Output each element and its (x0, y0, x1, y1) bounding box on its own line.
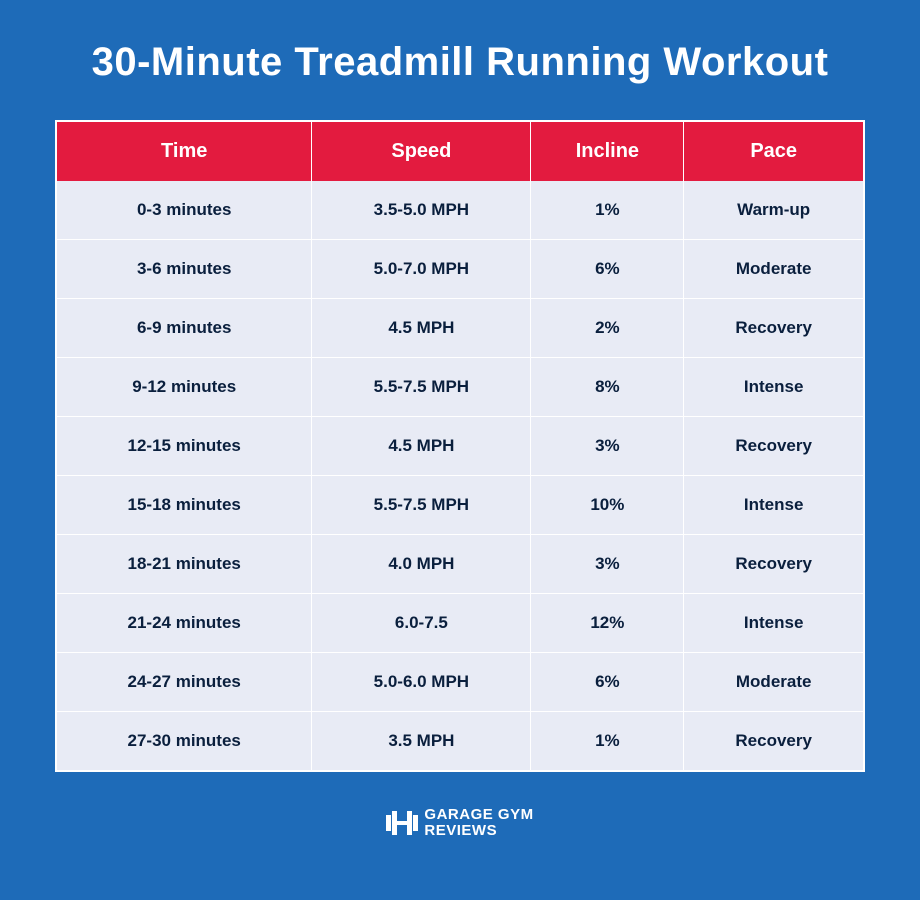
cell-pace: Recovery (684, 417, 863, 476)
cell-speed: 5.5-7.5 MPH (312, 476, 531, 535)
cell-pace: Recovery (684, 712, 863, 771)
cell-speed: 5.5-7.5 MPH (312, 358, 531, 417)
cell-time: 3-6 minutes (57, 240, 312, 299)
cell-incline: 1% (531, 712, 684, 771)
cell-time: 27-30 minutes (57, 712, 312, 771)
cell-speed: 4.5 MPH (312, 417, 531, 476)
table-row: 24-27 minutes 5.0-6.0 MPH 6% Moderate (57, 653, 863, 712)
table-header-time: Time (57, 122, 312, 181)
cell-speed: 4.5 MPH (312, 299, 531, 358)
cell-incline: 1% (531, 181, 684, 240)
cell-pace: Moderate (684, 240, 863, 299)
cell-incline: 6% (531, 240, 684, 299)
cell-pace: Intense (684, 594, 863, 653)
workout-table-container: Time Speed Incline Pace 0-3 minutes 3.5-… (55, 120, 865, 772)
cell-time: 12-15 minutes (57, 417, 312, 476)
table-header-pace: Pace (684, 122, 863, 181)
table-row: 9-12 minutes 5.5-7.5 MPH 8% Intense (57, 358, 863, 417)
cell-time: 24-27 minutes (57, 653, 312, 712)
table-row: 15-18 minutes 5.5-7.5 MPH 10% Intense (57, 476, 863, 535)
cell-incline: 3% (531, 417, 684, 476)
table-row: 21-24 minutes 6.0-7.5 12% Intense (57, 594, 863, 653)
cell-pace: Recovery (684, 299, 863, 358)
brand-line1: GARAGE GYM (424, 807, 533, 823)
table-header-speed: Speed (312, 122, 531, 181)
cell-speed: 6.0-7.5 (312, 594, 531, 653)
cell-pace: Warm-up (684, 181, 863, 240)
table-row: 3-6 minutes 5.0-7.0 MPH 6% Moderate (57, 240, 863, 299)
table-header-incline: Incline (531, 122, 684, 181)
cell-incline: 2% (531, 299, 684, 358)
cell-time: 18-21 minutes (57, 535, 312, 594)
workout-table: Time Speed Incline Pace 0-3 minutes 3.5-… (57, 122, 863, 770)
cell-speed: 5.0-6.0 MPH (312, 653, 531, 712)
cell-speed: 4.0 MPH (312, 535, 531, 594)
cell-speed: 3.5-5.0 MPH (312, 181, 531, 240)
brand-logo: GARAGE GYM REVIEWS (386, 807, 533, 839)
brand-line2: REVIEWS (424, 823, 533, 839)
table-row: 12-15 minutes 4.5 MPH 3% Recovery (57, 417, 863, 476)
dumbbell-icon (386, 809, 418, 837)
cell-incline: 6% (531, 653, 684, 712)
cell-speed: 5.0-7.0 MPH (312, 240, 531, 299)
cell-incline: 8% (531, 358, 684, 417)
cell-time: 15-18 minutes (57, 476, 312, 535)
cell-speed: 3.5 MPH (312, 712, 531, 771)
cell-pace: Intense (684, 358, 863, 417)
cell-time: 6-9 minutes (57, 299, 312, 358)
page-title: 30-Minute Treadmill Running Workout (92, 40, 829, 85)
cell-incline: 10% (531, 476, 684, 535)
brand-logo-text: GARAGE GYM REVIEWS (424, 807, 533, 839)
table-row: 27-30 minutes 3.5 MPH 1% Recovery (57, 712, 863, 771)
cell-pace: Recovery (684, 535, 863, 594)
cell-time: 9-12 minutes (57, 358, 312, 417)
cell-pace: Intense (684, 476, 863, 535)
table-header-row: Time Speed Incline Pace (57, 122, 863, 181)
table-row: 18-21 minutes 4.0 MPH 3% Recovery (57, 535, 863, 594)
cell-time: 21-24 minutes (57, 594, 312, 653)
table-body: 0-3 minutes 3.5-5.0 MPH 1% Warm-up 3-6 m… (57, 181, 863, 770)
cell-time: 0-3 minutes (57, 181, 312, 240)
cell-pace: Moderate (684, 653, 863, 712)
table-row: 6-9 minutes 4.5 MPH 2% Recovery (57, 299, 863, 358)
cell-incline: 3% (531, 535, 684, 594)
table-row: 0-3 minutes 3.5-5.0 MPH 1% Warm-up (57, 181, 863, 240)
cell-incline: 12% (531, 594, 684, 653)
